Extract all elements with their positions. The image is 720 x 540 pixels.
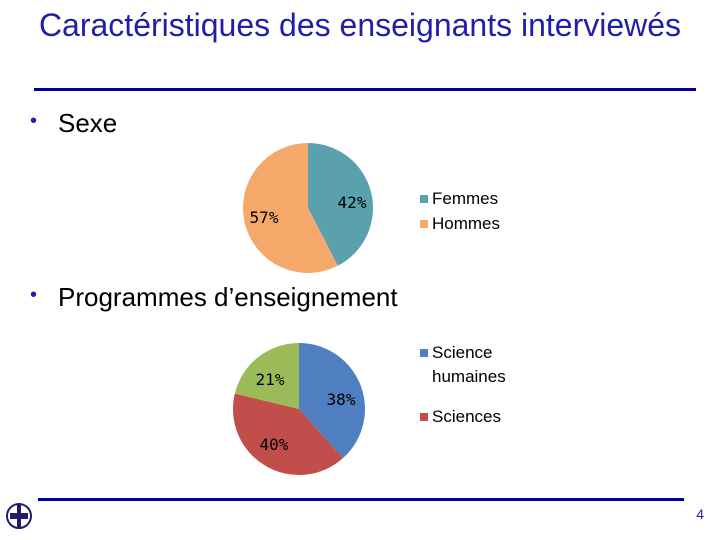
legend-programmes: Science humaines Sciences [420, 343, 506, 426]
pie-slice [308, 143, 373, 266]
slide-title: Caractéristiques des enseignants intervi… [38, 7, 682, 43]
pie-data-label: 21% [256, 370, 285, 389]
pie-data-label: 57% [250, 208, 279, 227]
legend-label: Sciences [432, 407, 501, 426]
legend-label: Femmes [432, 189, 498, 208]
pie-data-label: 38% [327, 390, 356, 409]
page-number: 4 [696, 506, 704, 522]
bullet-icon: • [30, 284, 38, 306]
legend-swatch [420, 413, 428, 421]
pie-slice [233, 393, 344, 475]
pie-slice [242, 143, 338, 273]
legend-label: humaines [432, 367, 506, 386]
section-heading-sexe: Sexe [58, 108, 118, 138]
pie-chart-sexe: 42% 57% [242, 143, 373, 273]
footer-divider [38, 498, 684, 501]
institution-logo-icon [6, 503, 32, 529]
legend-swatch [420, 195, 428, 203]
pie-slice [299, 343, 365, 459]
legend-label: Science [432, 343, 492, 362]
section-heading-programmes: Programmes d’enseignement [58, 282, 398, 312]
bullet-icon: • [30, 110, 38, 132]
legend-swatch [420, 349, 428, 357]
pie-chart-programmes: 38% 40% 21% [233, 343, 365, 475]
pie-data-label: 40% [260, 435, 289, 454]
legend-sexe: Femmes Hommes [420, 189, 500, 233]
title-divider [34, 88, 696, 91]
legend-label: Hommes [432, 214, 500, 233]
legend-swatch [420, 220, 428, 228]
pie-slice [234, 343, 299, 409]
pie-data-label: 42% [338, 193, 367, 212]
